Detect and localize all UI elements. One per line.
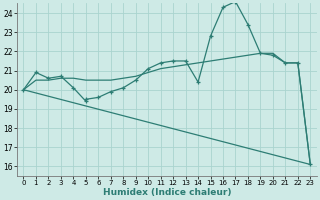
X-axis label: Humidex (Indice chaleur): Humidex (Indice chaleur) (103, 188, 231, 197)
